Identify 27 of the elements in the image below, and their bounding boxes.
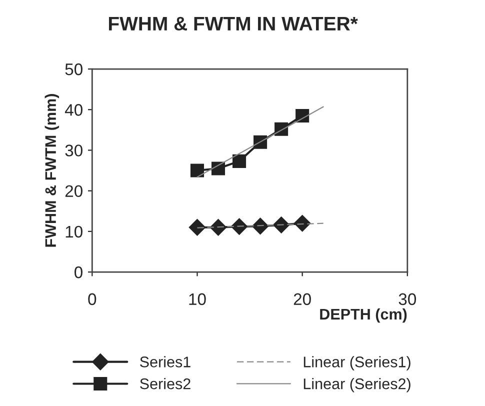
chart-title: FWHM & FWTM IN WATER* — [108, 16, 358, 31]
legend-label: Series1 — [140, 356, 190, 368]
y-tick-label: 50 — [65, 63, 82, 76]
point — [274, 122, 288, 136]
point — [188, 218, 206, 236]
y-tick-label: 20 — [65, 185, 82, 198]
x-tick-label: 0 — [88, 293, 96, 306]
y-axis-title: FWHM & FWTM (mm) — [44, 94, 60, 247]
legend-label: Linear (Series2) — [304, 378, 410, 392]
point — [211, 162, 226, 176]
point — [252, 218, 269, 235]
y-tick-label: 30 — [65, 144, 82, 156]
point — [272, 216, 290, 234]
x-axis-title: DEPTH (cm) — [320, 308, 407, 323]
point — [190, 164, 204, 178]
y-tick-label: 40 — [64, 104, 82, 116]
x-tick-label: 30 — [398, 293, 416, 306]
point — [210, 218, 227, 236]
y-tick-label: 0 — [74, 266, 82, 278]
point — [230, 218, 248, 235]
point — [294, 214, 311, 232]
legend-label: Linear (Series1) — [304, 356, 410, 370]
y-tick-label: 10 — [66, 226, 82, 238]
x-tick-label: 20 — [294, 293, 311, 306]
x-tick-label: 10 — [189, 293, 206, 306]
legend-label: Series2 — [140, 378, 190, 390]
point — [232, 154, 246, 168]
